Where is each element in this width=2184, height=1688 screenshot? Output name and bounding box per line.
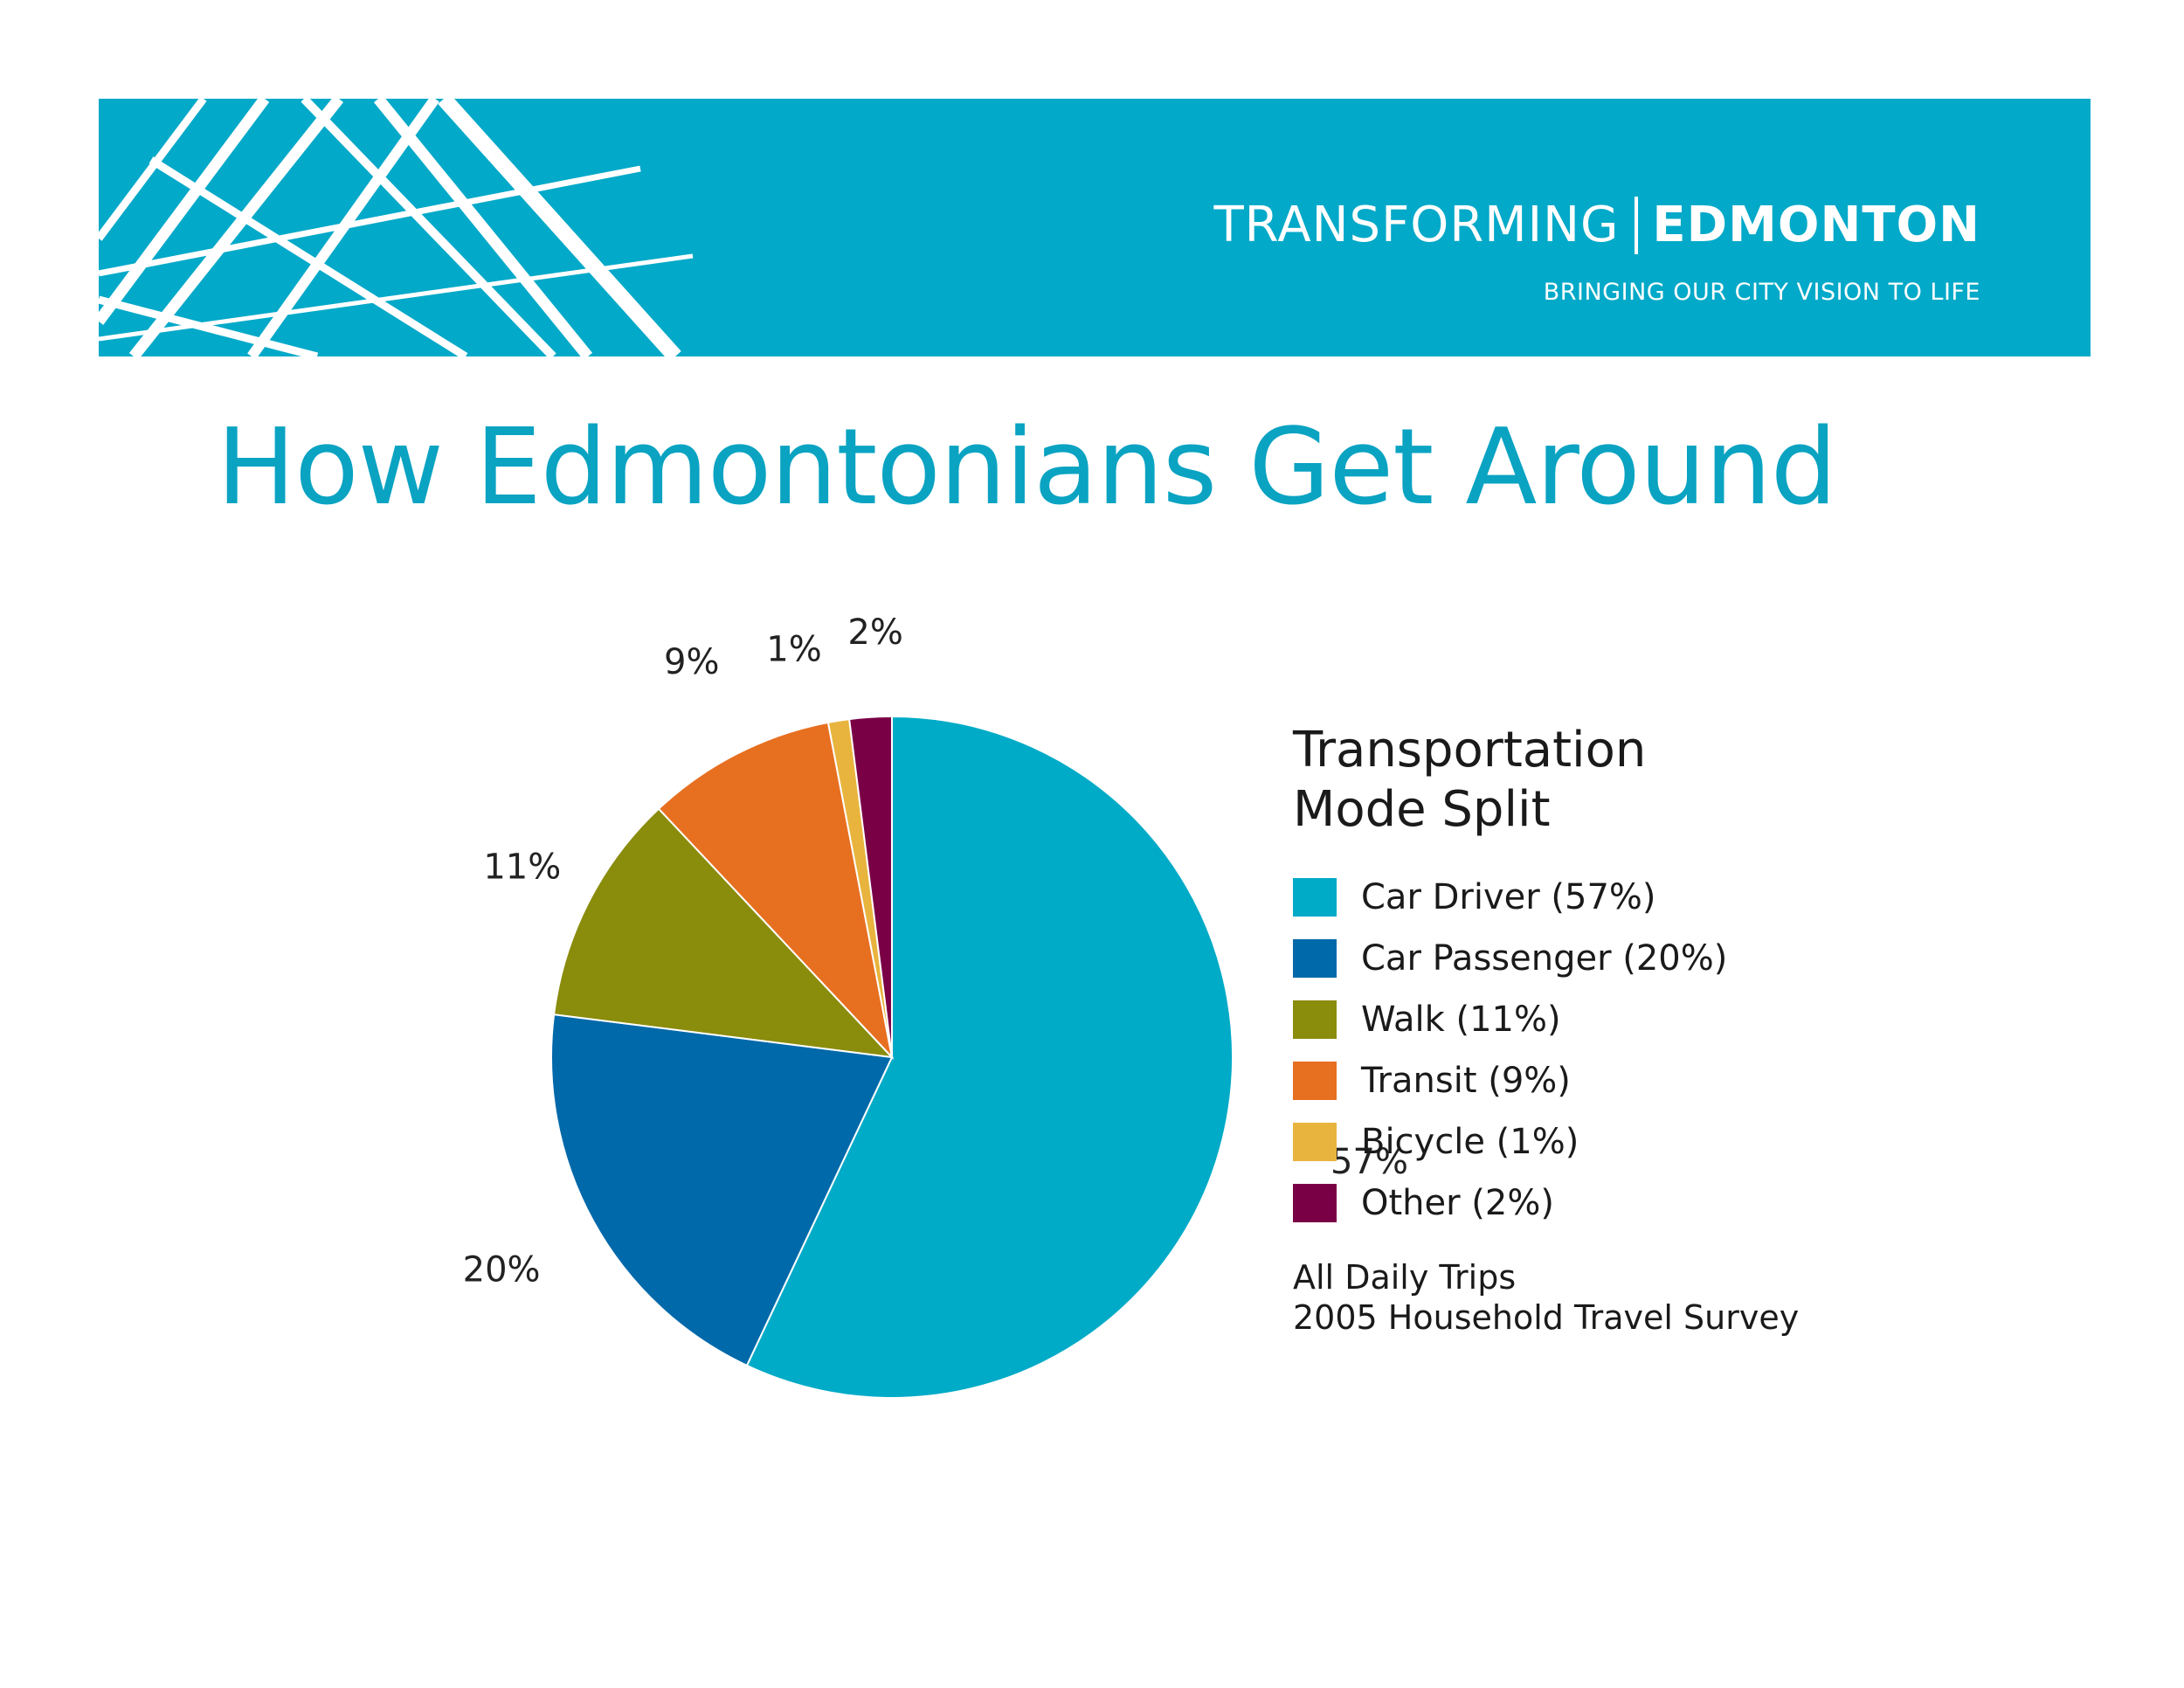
legend-label: Car Passenger (20%): [1361, 938, 1728, 979]
pie-data-label: 11%: [483, 847, 561, 887]
legend-swatch: [1293, 1184, 1337, 1222]
brand-right-text: EDMONTON: [1652, 197, 1980, 253]
legend-title-line1: Transportation: [1293, 722, 1647, 778]
brand-logo: TRANSFORMING EDMONTON: [1213, 197, 1980, 254]
legend-title-line2: Mode Split: [1293, 781, 1551, 838]
pie-slice-bicycle: [826, 717, 893, 1058]
pie-slice-car-driver: [745, 715, 1234, 1399]
legend-swatch: [1293, 878, 1337, 917]
legend-label: Transit (9%): [1361, 1061, 1571, 1101]
pie-data-label: 20%: [463, 1250, 541, 1290]
legend-note-line1: All Daily Trips: [1293, 1258, 1517, 1297]
legend-item: Walk (11%): [1293, 999, 1957, 1041]
legend-label: Walk (11%): [1361, 1000, 1561, 1040]
brand-tagline: BRINGING OUR CITY VISION TO LIFE: [1543, 279, 1980, 306]
pie-data-label: 1%: [766, 630, 821, 670]
header-banner: TRANSFORMING EDMONTON BRINGING OUR CITY …: [99, 99, 2091, 356]
legend-label: Bicycle (1%): [1361, 1122, 1579, 1162]
pie-slice-walk: [552, 807, 895, 1059]
pie-data-label: 9%: [664, 642, 719, 682]
chart-legend: Transportation Mode Split Car Driver (57…: [1293, 721, 1957, 1338]
pie-slice-transit: [657, 721, 894, 1061]
legend-swatch: [1293, 1123, 1337, 1161]
legend-item: Bicycle (1%): [1293, 1121, 1957, 1163]
legend-title: Transportation Mode Split: [1293, 721, 1957, 840]
legend-item: Car Driver (57%): [1293, 876, 1957, 918]
legend-item: Other (2%): [1293, 1182, 1957, 1224]
legend-item: Transit (9%): [1293, 1060, 1957, 1102]
legend-label: Car Driver (57%): [1361, 877, 1656, 917]
pie-slice-car-passenger: [550, 1013, 894, 1367]
decorative-lines-graphic: [99, 99, 694, 356]
pie-data-label: 2%: [847, 612, 902, 653]
legend-item: Car Passenger (20%): [1293, 937, 1957, 979]
legend-swatch: [1293, 1000, 1337, 1039]
page-title: How Edmontonians Get Around: [217, 407, 1837, 529]
brand-divider: [1635, 197, 1639, 254]
legend-note: All Daily Trips 2005 Household Travel Su…: [1293, 1257, 1957, 1338]
legend-swatch: [1293, 939, 1337, 978]
pie-slice-other: [848, 715, 893, 1058]
legend-swatch: [1293, 1062, 1337, 1100]
legend-note-line2: 2005 Household Travel Survey: [1293, 1298, 1800, 1337]
legend-label: Other (2%): [1361, 1183, 1554, 1223]
brand-left-text: TRANSFORMING: [1213, 197, 1620, 253]
legend-items: Car Driver (57%) Car Passenger (20%) Walk …: [1293, 876, 1957, 1224]
